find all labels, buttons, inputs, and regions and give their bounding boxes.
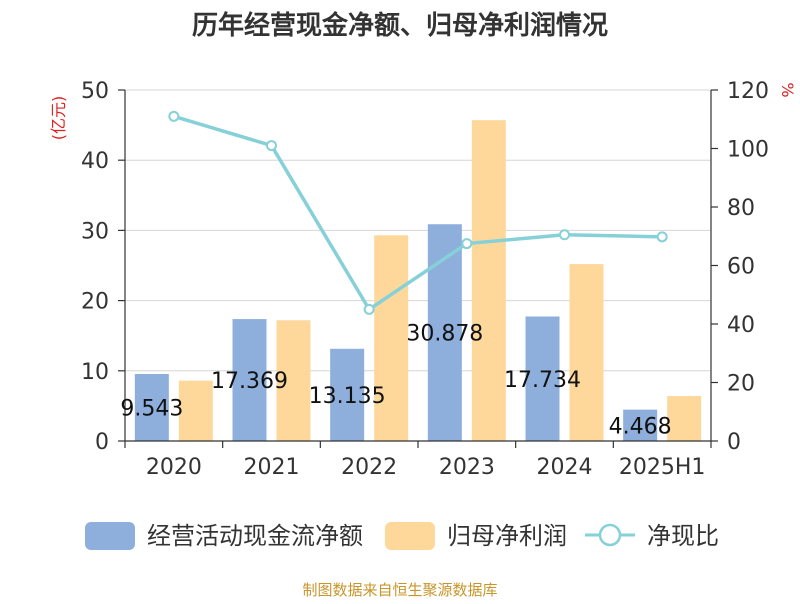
bar bbox=[569, 264, 604, 441]
y-tick-label-left: 30 bbox=[81, 219, 109, 244]
y-tick-label-right: 100 bbox=[727, 138, 769, 163]
bar bbox=[471, 120, 506, 441]
legend: 经营活动现金流净额 归母净利润 净现比 bbox=[85, 522, 719, 550]
legend-swatch bbox=[85, 522, 135, 550]
y-tick-label-left: 0 bbox=[95, 430, 109, 455]
x-tick-label: 2025H1 bbox=[619, 455, 706, 480]
line-point bbox=[656, 231, 668, 243]
y-tick-label-left: 40 bbox=[81, 149, 109, 174]
x-tick-label: 2022 bbox=[341, 455, 397, 480]
data-label: 13.135 bbox=[309, 384, 386, 409]
legend-swatch bbox=[385, 522, 435, 550]
x-tick-label: 2024 bbox=[537, 455, 593, 480]
bar bbox=[232, 319, 267, 441]
line-point bbox=[266, 140, 277, 152]
chart-source: 制图数据来自恒生聚源数据库 bbox=[302, 581, 497, 599]
x-tick-label: 2020 bbox=[146, 455, 202, 480]
bar bbox=[134, 374, 169, 441]
data-label: 9.543 bbox=[120, 397, 183, 422]
data-label: 30.878 bbox=[406, 322, 483, 347]
y-tick-label-left: 10 bbox=[81, 360, 109, 385]
data-label: 4.468 bbox=[609, 414, 672, 439]
y-tick-label-right: 0 bbox=[727, 430, 741, 455]
bar bbox=[276, 320, 311, 441]
bars-layer bbox=[134, 120, 702, 441]
y-axis-label-right: % bbox=[778, 82, 797, 97]
labels-layer: 9.543 17.369 13.135 30.878 17.734 4.468 bbox=[120, 322, 671, 440]
y-tick-label-left: 20 bbox=[81, 290, 109, 315]
bar bbox=[623, 409, 658, 441]
y-tick-label-right: 80 bbox=[727, 196, 755, 221]
y-tick-label-right: 20 bbox=[727, 372, 755, 397]
y-tick-label-right: 120 bbox=[727, 79, 769, 104]
y-tick-label-left: 50 bbox=[81, 79, 109, 104]
data-label: 17.734 bbox=[504, 368, 581, 393]
line-point bbox=[363, 303, 375, 315]
x-tick-label: 2021 bbox=[244, 455, 300, 480]
chart-title: 历年经营现金净额、归母净利润情况 bbox=[192, 10, 608, 41]
line-series bbox=[173, 114, 663, 312]
line-point bbox=[559, 229, 570, 241]
legend-marker bbox=[598, 523, 622, 547]
bar bbox=[525, 316, 560, 441]
bar bbox=[374, 235, 409, 441]
x-tick-label: 2023 bbox=[439, 455, 495, 480]
legend-label: 净现比 bbox=[647, 522, 719, 550]
line-point bbox=[168, 110, 180, 122]
bar bbox=[178, 380, 213, 441]
line-layer bbox=[168, 110, 668, 315]
bar bbox=[667, 396, 702, 441]
grid-layer bbox=[125, 89, 711, 372]
legend-label: 经营活动现金流净额 bbox=[147, 522, 363, 550]
bar bbox=[330, 348, 365, 441]
y-tick-label-right: 40 bbox=[727, 313, 755, 338]
axes-layer: 0 10 20 30 40 50 0 20 40 60 80 100 120 2020 2021 2022 20… bbox=[49, 79, 797, 480]
legend-label: 归母净利润 bbox=[447, 522, 567, 550]
y-axis-label-left: (亿元) bbox=[49, 96, 68, 141]
y-tick-label-right: 60 bbox=[727, 255, 755, 280]
line-point bbox=[461, 238, 473, 250]
data-label: 17.369 bbox=[211, 369, 288, 394]
